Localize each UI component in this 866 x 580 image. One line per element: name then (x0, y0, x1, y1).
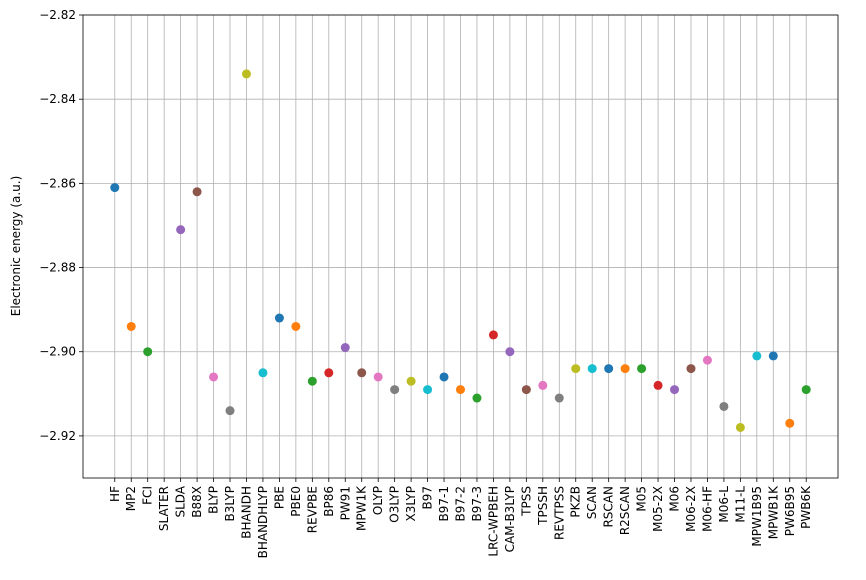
point (554, 393, 564, 403)
point (324, 368, 334, 378)
x-tick-label: PW6B95 (783, 486, 797, 536)
point (735, 422, 745, 432)
point (472, 393, 482, 403)
point (488, 330, 498, 340)
point (225, 406, 235, 416)
y-tick-label: −2.92 (39, 429, 76, 443)
point (505, 347, 515, 357)
y-axis-label: Electronic energy (a.u.) (9, 176, 23, 317)
point (241, 69, 251, 79)
plot-frame (82, 14, 839, 479)
point (307, 376, 317, 386)
point (768, 351, 778, 361)
point (439, 372, 449, 382)
x-tick-label: TPSSH (536, 486, 550, 526)
x-tick-label: BP86 (322, 486, 336, 517)
point (637, 364, 647, 374)
x-tick-label: M06 (668, 486, 682, 512)
point (126, 321, 136, 331)
point (192, 187, 202, 197)
x-tick-label: BLYP (207, 486, 221, 514)
point (274, 313, 284, 323)
point (670, 385, 680, 395)
x-tick-label: PKZB (569, 486, 583, 518)
x-tick-label: M05-2X (651, 486, 665, 532)
point (571, 364, 581, 374)
x-tick-label: B97-2 (454, 486, 468, 521)
x-tick-label: M06-2X (684, 486, 698, 532)
y-tick-label: −2.90 (39, 345, 76, 359)
point (340, 343, 350, 353)
x-tick-label: MPW1B95 (750, 486, 764, 547)
point (291, 321, 301, 331)
x-tick-label: FCI (141, 486, 155, 505)
x-tick-label: PW91 (338, 486, 352, 520)
point (604, 364, 614, 374)
point (785, 418, 795, 428)
point (521, 385, 531, 395)
point (587, 364, 597, 374)
point (702, 355, 712, 365)
x-tick-label: PBE (272, 486, 286, 509)
x-tick-label: X3LYP (404, 486, 418, 522)
point (143, 347, 153, 357)
y-tick-label: −2.82 (39, 8, 76, 22)
point (653, 380, 663, 390)
x-tick-label: B97-1 (437, 486, 451, 521)
point (752, 351, 762, 361)
x-tick-label: SCAN (585, 486, 599, 519)
point (686, 364, 696, 374)
point (719, 401, 729, 411)
point (620, 364, 630, 374)
x-tick-label: CAM-B3LYP (503, 486, 517, 552)
y-tick-label: −2.88 (39, 261, 76, 275)
x-tick-label: M05 (635, 486, 649, 512)
point (176, 225, 186, 235)
point (258, 368, 268, 378)
x-tick-label: PBE0 (289, 486, 303, 517)
point (423, 385, 433, 395)
point (357, 368, 367, 378)
x-tick-label: MP2 (124, 486, 138, 511)
y-tick-label: −2.86 (39, 176, 76, 190)
x-tick-label: LRC-WPBEH (486, 486, 500, 557)
point (538, 380, 548, 390)
point (456, 385, 465, 395)
x-tick-label: BHANDHLYP (256, 486, 270, 558)
x-tick-label: BHANDH (239, 486, 253, 539)
point (373, 372, 383, 382)
x-tick-label: HF (108, 486, 122, 502)
y-tick-label: −2.84 (39, 92, 76, 106)
x-tick-label: MPWB1K (766, 485, 780, 539)
point (390, 385, 400, 395)
x-tick-label: TPSS (519, 486, 533, 517)
x-tick-label: REVTPSS (552, 486, 566, 540)
point (801, 385, 811, 395)
x-tick-label: B3LYP (223, 486, 237, 522)
x-tick-label: RSCAN (602, 486, 616, 528)
x-tick-label: OLYP (371, 486, 385, 515)
x-tick-label: SLATER (157, 486, 171, 531)
x-tick-label: SLDA (174, 485, 188, 517)
x-tick-label: B88X (190, 486, 204, 518)
x-tick-label: MPW1K (355, 485, 369, 531)
x-tick-label: M06-HF (700, 486, 714, 532)
point (209, 372, 219, 382)
x-tick-label: M11-L (733, 486, 747, 523)
x-tick-label: REVPBE (305, 486, 319, 533)
point (110, 183, 120, 193)
x-tick-label: R2SCAN (618, 486, 632, 535)
x-tick-label: M06-L (717, 486, 731, 523)
x-tick-label: B97 (421, 486, 435, 510)
x-tick-label: PWB6K (799, 485, 813, 529)
x-tick-label: B97-3 (470, 486, 484, 521)
point (406, 376, 416, 386)
x-tick-label: O3LYP (388, 486, 402, 523)
